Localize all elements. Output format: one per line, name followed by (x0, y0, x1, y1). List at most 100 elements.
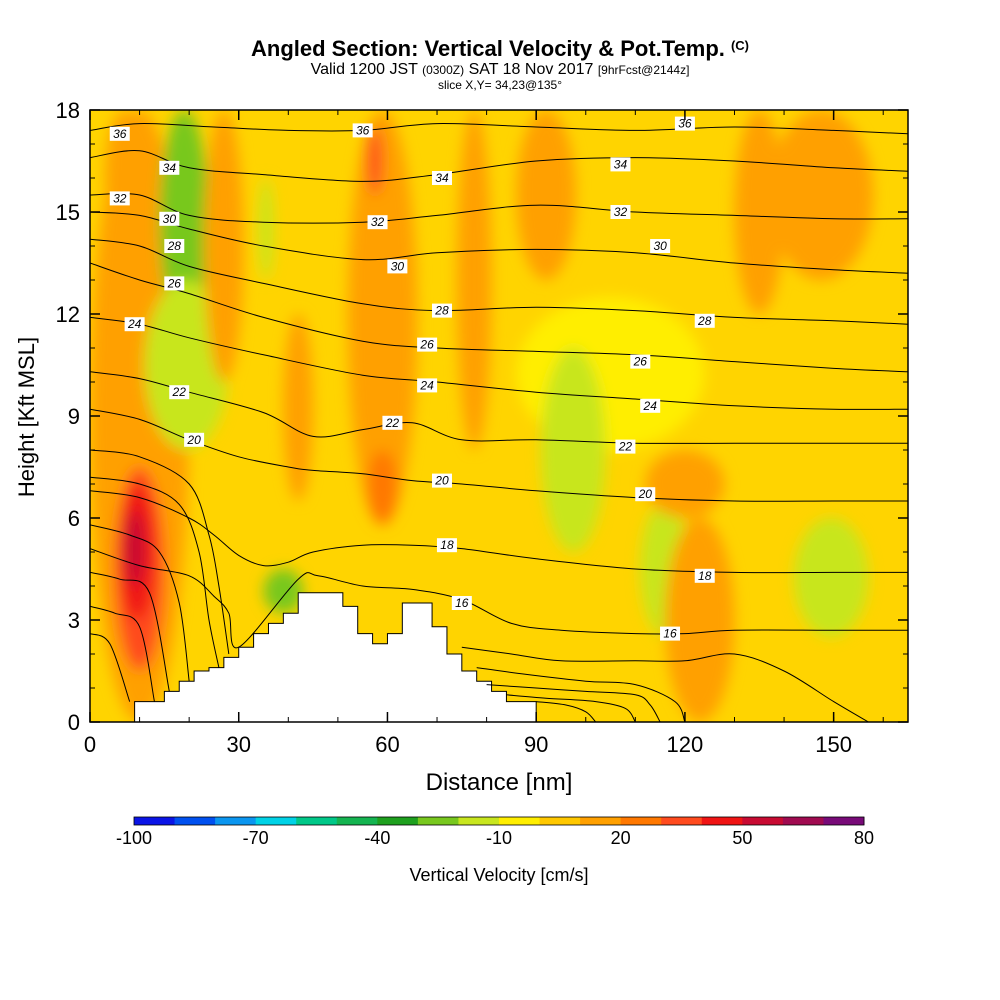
theta-contour-16 (90, 548, 908, 649)
theta-contour (476, 667, 686, 722)
y-tick-label: 6 (68, 506, 80, 531)
velocity-region (283, 314, 314, 501)
y-axis-label: Height [Kft MSL] (14, 337, 39, 497)
colorbar-swatch (823, 817, 865, 825)
theta-contour (90, 605, 155, 702)
contour-label: 26 (633, 355, 648, 369)
contour-label-box (650, 239, 671, 253)
contour-label-box (169, 385, 190, 400)
chart-title: Angled Section: Vertical Velocity & Pot.… (251, 36, 749, 61)
colorbar-swatch (620, 817, 662, 825)
colorbar-swatch (134, 817, 176, 825)
y-tick-label: 15 (56, 200, 80, 225)
colorbar-tick-label: 80 (854, 828, 874, 848)
colorbar-swatch (255, 817, 297, 825)
x-axis-label: Distance [nm] (426, 769, 573, 796)
x-tick-label: 30 (226, 732, 250, 757)
contour-label: 20 (186, 433, 201, 447)
x-tick-label: 90 (524, 732, 548, 757)
x-tick-label: 120 (667, 732, 704, 757)
contour-label-box (387, 259, 408, 274)
colorbar-tick-label: -40 (364, 828, 390, 848)
contour-label: 18 (440, 538, 454, 552)
theta-contour-34 (90, 150, 908, 182)
contour-label-box (610, 157, 631, 172)
theta-contour (90, 571, 170, 692)
contour-label: 30 (391, 259, 405, 273)
contour-label: 24 (127, 317, 142, 331)
contour-label: 36 (678, 117, 692, 131)
theta-contour (506, 694, 636, 722)
colorbar-swatch (296, 817, 338, 825)
theta-contour-30 (90, 211, 908, 274)
contour-label-box (367, 215, 388, 230)
contour-label: 28 (697, 314, 712, 328)
theta-contour (536, 701, 597, 722)
contour-label: 22 (172, 385, 187, 399)
contour-label-box (184, 432, 205, 447)
contour-label-box (630, 354, 651, 369)
contour-label-box (694, 568, 715, 583)
contour-label: 28 (167, 239, 182, 253)
x-tick-label: 60 (375, 732, 399, 757)
theta-contour-22 (90, 371, 908, 444)
contour-label: 32 (113, 191, 127, 205)
velocity-region (769, 110, 874, 280)
contour-label: 16 (663, 627, 677, 641)
copyright-mark: (C) (730, 38, 749, 53)
theta-contour (90, 524, 190, 682)
velocity-region (124, 511, 145, 586)
contour-label: 26 (167, 276, 182, 290)
theta-contour-24 (90, 316, 908, 410)
colorbar-swatch (701, 817, 743, 825)
contour-label-box (451, 596, 472, 610)
contour-label: 16 (455, 596, 469, 610)
contour-label-box (382, 415, 403, 430)
contour-label-box (124, 317, 145, 332)
colorbar-tick-label: -100 (116, 828, 152, 848)
colorbar-swatch (782, 817, 824, 825)
y-tick-label: 9 (68, 404, 80, 429)
velocity-region (793, 518, 869, 637)
colorbar-swatch (215, 817, 257, 825)
contour-label: 22 (385, 416, 400, 430)
colorbar-swatch (539, 817, 581, 825)
contour-label: 20 (434, 474, 449, 488)
contour-label: 28 (434, 304, 449, 318)
contour-label-box (660, 626, 681, 641)
x-axis: 0 30 60 90 120 150 (84, 110, 884, 757)
contour-label-box (431, 171, 452, 185)
y-tick-label: 12 (56, 302, 80, 327)
contour-label: 26 (419, 338, 434, 352)
y-tick-label: 0 (68, 710, 80, 735)
contour-label: 36 (113, 127, 127, 141)
colorbar-swatch (742, 817, 784, 825)
plot-area: 36 36 36 34 34 34 32 32 32 30 30 30 28 28 28 26 26 26 24 24… (90, 110, 908, 722)
velocity-region (665, 518, 735, 722)
contour-label: 32 (371, 215, 385, 229)
contour-label: 36 (356, 123, 370, 137)
contour-label-box (640, 398, 661, 413)
contour-label-box (417, 378, 438, 393)
contour-label: 34 (435, 171, 449, 185)
y-axis: 0 36 9 12 15 18 (56, 98, 908, 735)
contour-label: 18 (698, 569, 712, 583)
colorbar-tick-label: 20 (611, 828, 631, 848)
colorbar: -100 -70 -40 -10 20 50 80 (116, 816, 874, 848)
theta-contour (90, 633, 131, 702)
theta-contour (461, 646, 869, 722)
contour-label-box (674, 116, 695, 131)
contour-label-box (610, 205, 631, 219)
velocity-region (516, 110, 576, 280)
contour-label-box (159, 160, 180, 175)
theta-contour-26 (90, 262, 908, 373)
contour-label-box (164, 276, 185, 291)
velocity-region (204, 110, 244, 382)
theta-contour (90, 476, 220, 668)
velocity-region (104, 110, 145, 246)
colorbar-swatch (661, 817, 703, 825)
colorbar-swatch (417, 817, 459, 825)
colorbar-swatch (499, 817, 541, 825)
colorbar-frame (133, 816, 865, 826)
